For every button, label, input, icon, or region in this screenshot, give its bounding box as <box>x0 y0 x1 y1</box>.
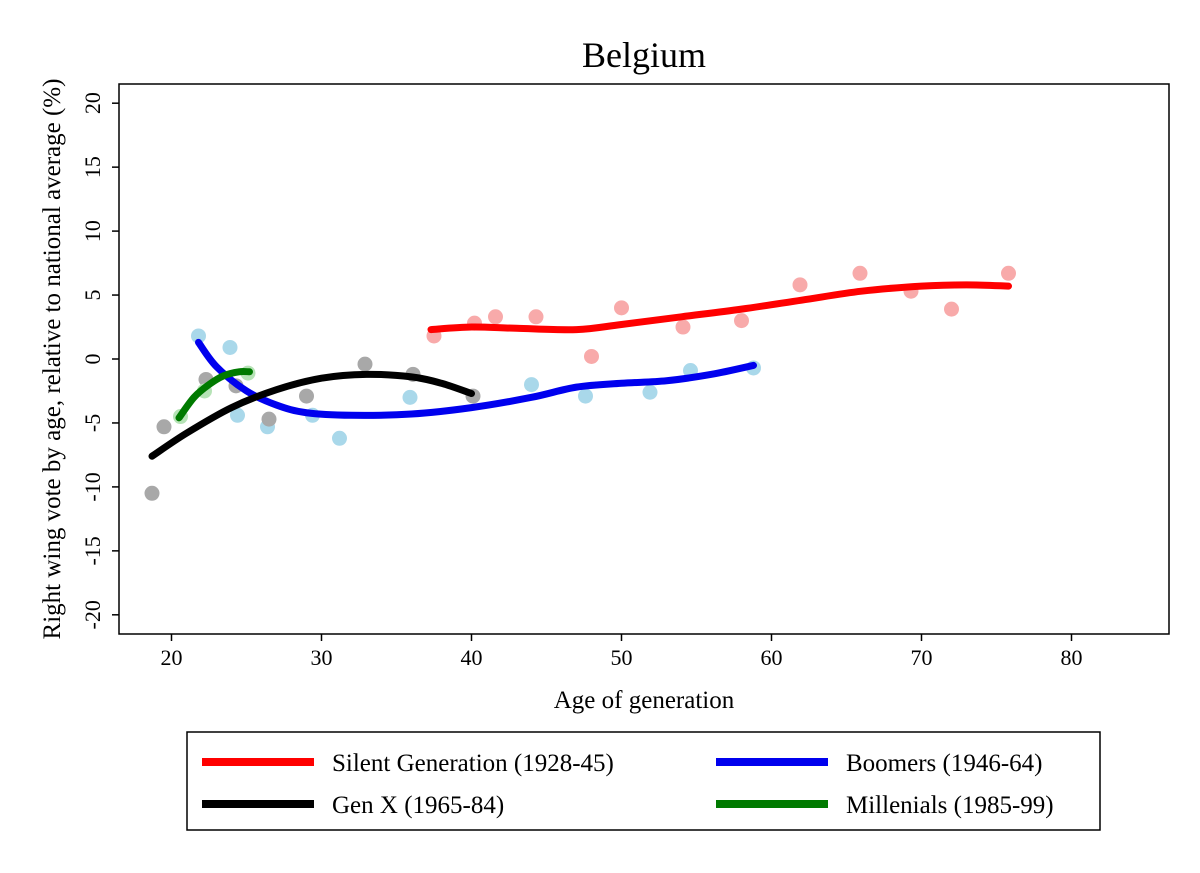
data-point <box>1001 265 1016 281</box>
data-point <box>156 419 172 435</box>
data-point <box>261 411 277 427</box>
chart-title: Belgium <box>582 35 706 75</box>
data-point <box>852 265 868 281</box>
y-tick-label: 20 <box>80 92 105 114</box>
y-tick-label: 0 <box>80 354 105 365</box>
data-point <box>642 384 658 400</box>
data-point <box>488 309 503 325</box>
y-axis-title: Right wing vote by age, relative to nati… <box>39 79 66 640</box>
data-point <box>191 328 206 344</box>
data-point <box>144 485 160 501</box>
legend-label: Silent Generation (1928-45) <box>332 750 614 777</box>
y-tick-label: -10 <box>80 472 105 501</box>
x-tick-label: 70 <box>911 645 933 670</box>
data-point <box>357 356 373 372</box>
data-point <box>614 300 629 316</box>
y-tick-label: 15 <box>80 156 105 178</box>
data-point <box>578 388 593 404</box>
x-tick-label: 60 <box>761 645 783 670</box>
y-tick-label: -15 <box>80 536 105 565</box>
data-point <box>299 388 314 404</box>
data-point <box>584 348 599 364</box>
x-axis: 20 30 40 50 60 70 80 <box>161 634 1083 670</box>
legend-label: Millenials (1985-99) <box>846 792 1054 819</box>
legend-label: Boomers (1946-64) <box>846 750 1043 777</box>
data-point <box>944 301 959 317</box>
legend: Silent Generation (1928-45) Boomers (1946… <box>186 731 1101 831</box>
y-tick-label: -20 <box>80 600 105 629</box>
legend-label: Gen X (1965-84) <box>332 792 504 819</box>
fit-lines <box>148 281 1012 460</box>
data-point <box>734 313 749 329</box>
series-fit-line-0 <box>427 281 1012 334</box>
y-tick-label: -5 <box>80 414 105 432</box>
data-point <box>524 377 539 393</box>
y-axis: 20 15 10 5 0 -5 -10 -15 -20 <box>80 92 119 629</box>
data-point <box>675 319 691 335</box>
data-point <box>222 339 238 355</box>
data-point <box>402 389 418 405</box>
x-tick-label: 80 <box>1061 645 1083 670</box>
plot-frame <box>118 83 1170 635</box>
data-point <box>230 407 245 423</box>
legend-box <box>186 731 1101 831</box>
x-tick-label: 30 <box>311 645 333 670</box>
x-tick-label: 50 <box>611 645 633 670</box>
series-fit-line-3 <box>175 368 253 422</box>
x-tick-label: 40 <box>461 645 483 670</box>
series-fit-line-2 <box>148 370 475 460</box>
data-point <box>792 277 808 293</box>
y-tick-label: 10 <box>80 220 105 242</box>
data-point <box>528 309 544 325</box>
x-tick-label: 20 <box>161 645 183 670</box>
x-axis-title: Age of generation <box>554 687 735 714</box>
y-tick-label: 5 <box>80 290 105 301</box>
data-point <box>332 430 347 446</box>
series-fit-line-1 <box>195 338 757 419</box>
